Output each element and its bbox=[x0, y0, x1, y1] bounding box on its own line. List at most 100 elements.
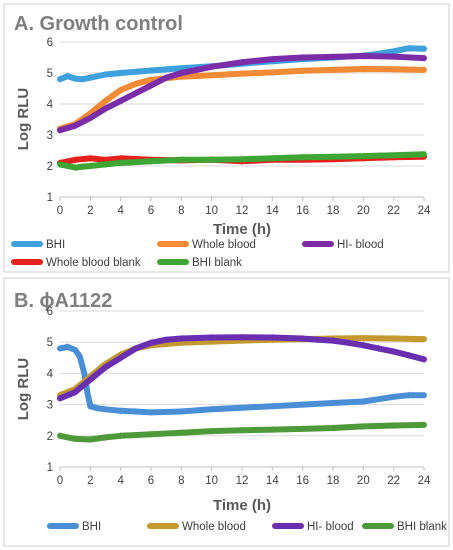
panel-frame bbox=[3, 3, 450, 273]
data-point bbox=[391, 152, 397, 158]
data-point bbox=[239, 427, 245, 433]
data-point bbox=[269, 426, 275, 433]
y-tick-label: 2 bbox=[47, 161, 53, 173]
data-point bbox=[102, 106, 109, 112]
y-tick-label: 1 bbox=[47, 192, 53, 204]
data-point bbox=[87, 115, 93, 121]
data-point bbox=[148, 409, 154, 415]
data-point bbox=[133, 408, 139, 415]
data-point bbox=[193, 67, 200, 73]
data-point bbox=[330, 154, 336, 160]
data-point bbox=[178, 430, 184, 436]
data-point bbox=[72, 75, 78, 82]
data-point bbox=[57, 161, 63, 168]
data-point bbox=[178, 70, 184, 76]
x-tick-label: 12 bbox=[236, 205, 249, 217]
data-point bbox=[360, 153, 366, 159]
data-point bbox=[95, 405, 101, 411]
y-tick-label: 6 bbox=[47, 37, 53, 49]
chart-title: A. Growth control bbox=[14, 13, 183, 35]
data-point bbox=[102, 364, 109, 370]
x-tick-label: 10 bbox=[205, 205, 218, 217]
data-point bbox=[209, 406, 215, 412]
x-tick-label: 2 bbox=[87, 475, 93, 487]
x-tick-label: 0 bbox=[57, 205, 63, 217]
data-point bbox=[391, 394, 397, 400]
legend: BHI Whole blood HI- blood BHI blank bbox=[47, 521, 447, 533]
y-tick-label: 3 bbox=[47, 400, 53, 412]
data-point bbox=[421, 55, 427, 61]
data-point bbox=[102, 434, 109, 440]
data-point bbox=[57, 76, 63, 82]
data-point bbox=[209, 334, 215, 341]
data-point bbox=[102, 157, 109, 163]
data-point bbox=[269, 403, 275, 409]
data-point bbox=[360, 335, 366, 341]
data-point bbox=[72, 123, 78, 129]
legend-label: Whole blood bbox=[182, 521, 246, 533]
legend-item: Whole blood blank bbox=[11, 257, 141, 269]
legend-label: Whole blood bbox=[192, 239, 256, 251]
data-point bbox=[391, 422, 397, 429]
x-tick-label: 14 bbox=[266, 475, 279, 487]
data-point bbox=[391, 66, 397, 72]
data-point bbox=[421, 151, 427, 157]
y-axis-title: Log RLU bbox=[15, 358, 32, 420]
data-point bbox=[360, 66, 366, 72]
data-point bbox=[72, 164, 78, 171]
data-point bbox=[118, 70, 124, 76]
data-point bbox=[178, 65, 184, 71]
data-point bbox=[269, 69, 275, 75]
data-point bbox=[87, 403, 93, 409]
series-bhi-blank bbox=[57, 150, 427, 172]
x-tick-label: 18 bbox=[327, 475, 340, 487]
data-point bbox=[209, 64, 215, 70]
legend-item: BHI bbox=[47, 521, 101, 533]
data-point bbox=[391, 53, 397, 60]
data-point bbox=[239, 71, 245, 77]
y-tick-label: 3 bbox=[47, 130, 53, 142]
data-point bbox=[375, 345, 382, 352]
legend-label: BHI bbox=[82, 521, 101, 533]
x-tick-label: 24 bbox=[418, 205, 431, 217]
data-point bbox=[57, 433, 63, 439]
data-point bbox=[315, 337, 321, 343]
legend-item: Whole blood bbox=[147, 521, 246, 533]
data-point bbox=[269, 334, 275, 341]
series-bhi bbox=[57, 343, 427, 417]
data-point bbox=[148, 82, 154, 88]
data-point bbox=[300, 154, 306, 160]
data-point bbox=[360, 342, 366, 348]
data-point bbox=[102, 71, 109, 78]
data-point bbox=[300, 402, 306, 408]
x-tick-label: 12 bbox=[236, 475, 249, 487]
data-point bbox=[178, 157, 184, 163]
data-point bbox=[209, 157, 215, 163]
x-tick-label: 16 bbox=[296, 475, 309, 487]
legend-label: BHI blank bbox=[192, 257, 242, 269]
data-point bbox=[80, 164, 86, 170]
panel-frame bbox=[3, 277, 450, 547]
series-line bbox=[57, 66, 427, 132]
data-point bbox=[421, 46, 427, 52]
x-tick-label: 4 bbox=[117, 205, 124, 217]
legend-label: BHI blank bbox=[397, 521, 447, 533]
data-point bbox=[87, 75, 93, 81]
data-point bbox=[300, 335, 306, 342]
y-tick-label: 1 bbox=[47, 462, 53, 474]
x-tick-label: 24 bbox=[418, 475, 431, 487]
data-point bbox=[406, 392, 412, 398]
y-tick-label: 5 bbox=[47, 68, 53, 80]
data-point bbox=[148, 77, 154, 83]
legend-label: HI- blood bbox=[337, 239, 384, 251]
data-point bbox=[148, 158, 154, 164]
data-point bbox=[330, 67, 336, 73]
data-point bbox=[300, 54, 306, 61]
data-point bbox=[72, 436, 78, 442]
data-point bbox=[57, 395, 63, 401]
x-tick-label: 22 bbox=[387, 205, 400, 217]
data-point bbox=[133, 345, 139, 352]
x-tick-label: 6 bbox=[148, 475, 154, 487]
x-tick-label: 18 bbox=[327, 205, 340, 217]
